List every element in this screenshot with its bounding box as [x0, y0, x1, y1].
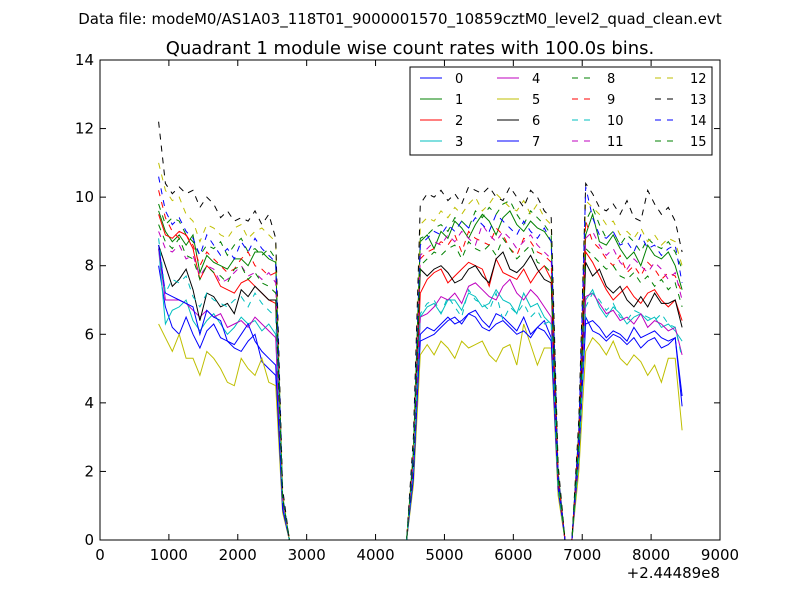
plot-area: 0 1000 2000 3000 4000 5000 6000 7000 8000 9000 0 2 4…: [75, 51, 739, 564]
legend-box: [409, 66, 713, 156]
series-line-0: [158, 265, 683, 541]
series-line-2: [158, 214, 683, 541]
y-tick-label: 2: [84, 462, 94, 480]
series-line-8: [158, 199, 683, 541]
y-tick-label: 4: [84, 394, 94, 412]
series-line-15: [158, 224, 683, 541]
legend-label-10: 10: [607, 114, 624, 129]
series-line-11: [158, 223, 683, 541]
legend-label-13: 13: [690, 93, 707, 108]
x-tick-label: 2000: [219, 546, 257, 564]
legend-label-3: 3: [455, 135, 463, 150]
x-tick-label: 1000: [150, 546, 188, 564]
y-tick-label: 8: [84, 257, 94, 275]
legend-label-14: 14: [690, 114, 707, 129]
legend-label-7: 7: [532, 135, 540, 150]
legend-label-11: 11: [607, 135, 624, 150]
legend-label-0: 0: [455, 72, 463, 87]
series-line-10: [158, 238, 683, 541]
legend-label-6: 6: [532, 114, 540, 129]
x-tick-label: 4000: [356, 546, 394, 564]
x-offset-label: +2.44489e8: [627, 564, 720, 582]
x-tick-label: 3000: [288, 546, 326, 564]
series-line-5: [158, 323, 683, 541]
series-line-13: [158, 121, 683, 541]
series-line-12: [158, 162, 683, 541]
legend-label-4: 4: [532, 72, 540, 87]
series-line-7: [158, 245, 683, 541]
y-tick-label: 6: [84, 325, 94, 343]
legend-label-9: 9: [607, 93, 615, 108]
x-tick-label: 6000: [494, 546, 532, 564]
legend-label-1: 1: [455, 93, 463, 108]
legend-label-2: 2: [455, 114, 463, 129]
legend-label-8: 8: [607, 72, 615, 87]
y-tick-label: 10: [75, 188, 94, 206]
x-tick-label: 9000: [701, 546, 739, 564]
series-line-14: [158, 176, 683, 541]
chart-suptitle: Data file: modeM0/AS1A03_118T01_90000015…: [78, 10, 722, 29]
y-tick-label: 12: [75, 120, 94, 138]
x-tick-label: 5000: [425, 546, 463, 564]
y-tick-label: 14: [75, 51, 94, 69]
chart-title: Quadrant 1 module wise count rates with …: [166, 38, 655, 59]
x-tick-label: 0: [95, 546, 105, 564]
x-tick-label: 8000: [632, 546, 670, 564]
legend-label-15: 15: [690, 135, 707, 150]
legend-label-5: 5: [532, 93, 540, 108]
legend-label-12: 12: [690, 72, 707, 87]
y-tick-label: 0: [84, 531, 94, 549]
x-tick-label: 7000: [563, 546, 601, 564]
plot-frame: [99, 59, 721, 541]
